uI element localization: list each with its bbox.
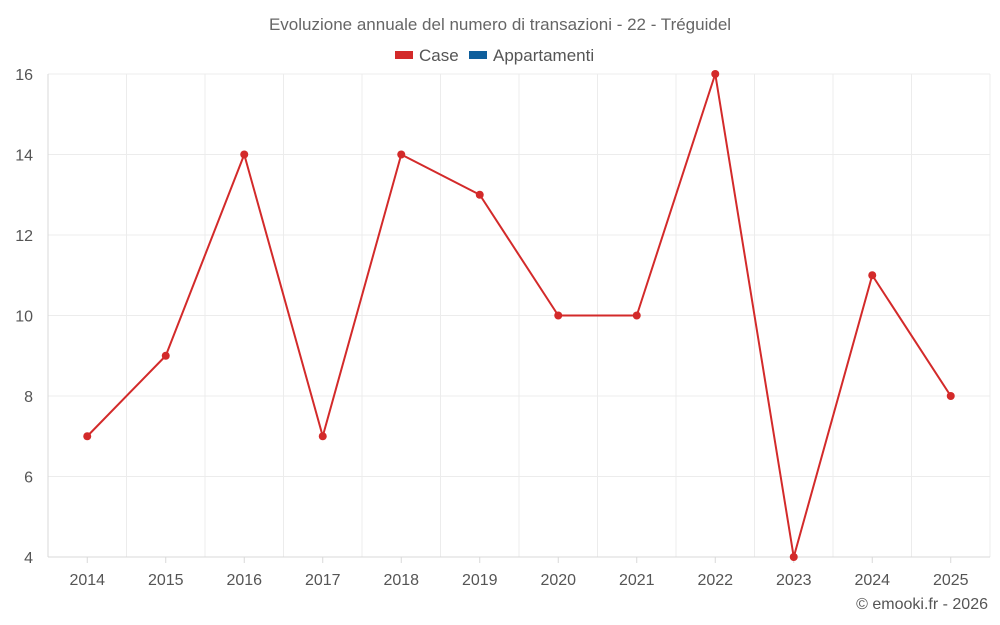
- x-tick-label: 2021: [619, 572, 655, 589]
- data-point-case-2022[interactable]: [711, 70, 720, 78]
- chart-title: Evoluzione annuale del numero di transaz…: [269, 15, 731, 34]
- data-point-case-2018[interactable]: [397, 150, 406, 159]
- y-tick-label: 4: [24, 550, 33, 567]
- legend-item-appartamenti[interactable]: Appartamenti: [469, 46, 594, 65]
- x-tick-label: 2025: [933, 572, 969, 589]
- data-point-case-2017[interactable]: [318, 432, 327, 441]
- x-axis-ticks: 2014 2015 2016 2017 2018 2019 2020 2021 2022 2023…: [69, 557, 969, 589]
- data-point-case-2014[interactable]: [83, 432, 92, 441]
- legend-label-appartamenti: Appartamenti: [493, 46, 594, 65]
- legend-label-case: Case: [419, 46, 459, 65]
- data-point-case-2020[interactable]: [554, 311, 563, 320]
- x-tick-label: 2019: [462, 572, 498, 589]
- data-point-case-2019[interactable]: [475, 190, 484, 199]
- y-tick-label: 14: [15, 148, 33, 165]
- y-tick-label: 16: [15, 67, 33, 84]
- series-case: [83, 70, 955, 561]
- x-tick-label: 2014: [69, 572, 105, 589]
- data-point-case-2025[interactable]: [946, 392, 955, 400]
- x-tick-label: 2017: [305, 572, 341, 589]
- legend-swatch-case: [395, 51, 413, 59]
- x-tick-label: 2016: [226, 572, 262, 589]
- credit-text: © emooki.fr - 2026: [856, 596, 988, 613]
- data-point-case-2024[interactable]: [868, 271, 877, 280]
- y-tick-label: 10: [15, 309, 33, 326]
- y-tick-label: 8: [24, 389, 33, 406]
- axes: [47, 74, 990, 558]
- x-tick-label: 2015: [148, 572, 184, 589]
- x-tick-label: 2020: [540, 572, 576, 589]
- x-tick-label: 2023: [776, 572, 812, 589]
- grid: [47, 73, 991, 558]
- data-point-case-2021[interactable]: [632, 311, 641, 320]
- x-tick-label: 2024: [854, 572, 890, 589]
- legend-item-case[interactable]: Case: [395, 46, 459, 65]
- series-line-case: [86, 73, 952, 558]
- data-point-case-2015[interactable]: [161, 351, 170, 360]
- data-point-case-2023[interactable]: [789, 553, 798, 561]
- legend: Case Appartamenti: [395, 46, 594, 65]
- data-point-case-2016[interactable]: [240, 150, 249, 159]
- x-tick-label: 2022: [697, 572, 733, 589]
- y-axis-ticks: 4 6 8 10 12 14 16: [15, 67, 33, 567]
- x-tick-label: 2018: [383, 572, 419, 589]
- legend-swatch-appartamenti: [469, 51, 487, 59]
- y-tick-label: 6: [24, 470, 33, 487]
- y-tick-label: 12: [15, 228, 33, 245]
